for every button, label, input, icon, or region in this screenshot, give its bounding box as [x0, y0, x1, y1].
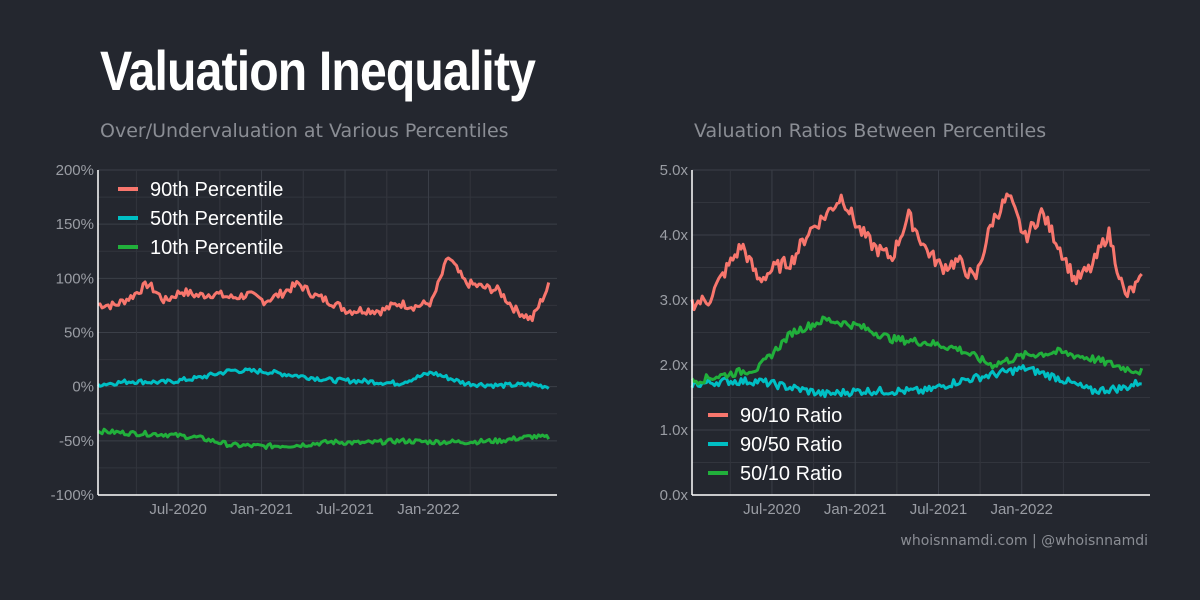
- x-tick-label: Jul-2021: [910, 501, 968, 518]
- x-tick-label: Jan-2022: [990, 501, 1053, 518]
- y-tick-label: -50%: [59, 433, 94, 450]
- chart2-subtitle: Valuation Ratios Between Percentiles: [694, 120, 1047, 142]
- y-tick-label: 0%: [72, 379, 94, 396]
- y-tick-label: 4.0x: [660, 227, 689, 244]
- series-line-90-50-ratio: [690, 364, 1142, 399]
- y-tick-label: 1.0x: [660, 422, 689, 439]
- x-tick-label: Jul-2020: [743, 501, 801, 518]
- legend-label: 50/10 Ratio: [740, 463, 842, 485]
- series-line-50th-percentile: [96, 367, 550, 390]
- x-tick-label: Jul-2020: [149, 501, 207, 518]
- legend-label: 90/50 Ratio: [740, 434, 842, 456]
- y-tick-label: 2.0x: [660, 357, 689, 374]
- series-line-10th-percentile: [97, 427, 551, 450]
- y-tick-label: 3.0x: [660, 292, 689, 309]
- series-line-90th-percentile: [97, 256, 551, 323]
- x-tick-label: Jul-2021: [316, 501, 374, 518]
- y-tick-label: 50%: [64, 325, 94, 342]
- y-tick-label: 200%: [56, 162, 94, 179]
- series-line-90-10-ratio: [690, 192, 1143, 312]
- chart1-subtitle: Over/Undervaluation at Various Percentil…: [100, 120, 509, 142]
- y-tick-label: -100%: [51, 487, 94, 504]
- legend-label: 50th Percentile: [150, 208, 283, 230]
- x-tick-label: Jan-2022: [397, 501, 460, 518]
- y-tick-label: 5.0x: [660, 162, 689, 179]
- legend-label: 10th Percentile: [150, 237, 283, 259]
- y-tick-label: 0.0x: [660, 487, 689, 504]
- x-tick-label: Jan-2021: [824, 501, 887, 518]
- chart-1: 200% 150% 100% 50% 0% -50% -100% Jul-2020 Jan-20…: [51, 162, 557, 518]
- page-title: Valuation Inequality: [100, 39, 536, 102]
- footer-credit: whoisnnamdi.com | @whoisnnamdi: [900, 533, 1148, 549]
- series-line-50-10-ratio: [690, 315, 1144, 386]
- chart-2: 5.0x 4.0x 3.0x 2.0x 1.0x 0.0x Jul-2020 Jan-2021…: [660, 162, 1150, 518]
- legend-label: 90th Percentile: [150, 179, 283, 201]
- x-tick-label: Jan-2021: [230, 501, 293, 518]
- y-tick-label: 150%: [56, 216, 94, 233]
- y-tick-label: 100%: [56, 270, 94, 287]
- legend-label: 90/10 Ratio: [740, 405, 842, 427]
